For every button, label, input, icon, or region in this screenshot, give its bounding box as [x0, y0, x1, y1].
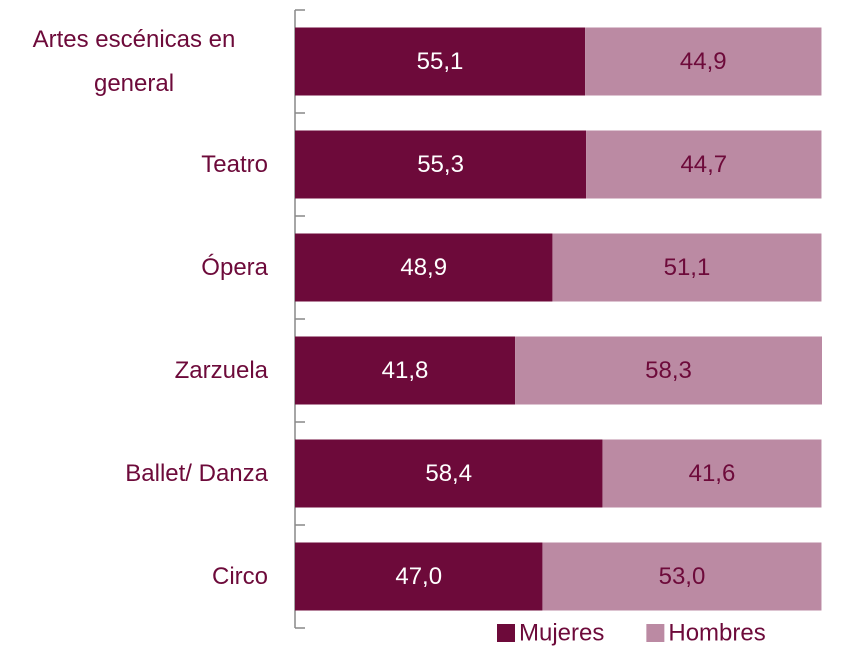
bar-segment: [295, 542, 543, 611]
value-label: 55,3: [417, 151, 464, 178]
category-label: Ballet/ Danza: [125, 459, 268, 487]
value-label: 58,4: [425, 460, 472, 487]
bar-segment: [602, 439, 822, 508]
legend-swatch: [497, 624, 515, 642]
category-label: Ópera: [201, 253, 268, 281]
bar-segment: [552, 233, 822, 302]
bar-segment: [295, 27, 586, 96]
bar-segment: [542, 542, 822, 611]
value-label: 55,1: [417, 48, 464, 75]
category-label: Artes escénicas en general: [32, 25, 236, 97]
category-label: Zarzuela: [174, 356, 268, 384]
bar-segment: [295, 233, 553, 302]
bar-segment: [585, 27, 822, 96]
value-label: 48,9: [400, 254, 447, 281]
value-label: 41,8: [382, 357, 429, 384]
legend-label: Mujeres: [519, 620, 604, 647]
bar-segment: [295, 336, 516, 405]
value-label: 51,1: [664, 254, 711, 281]
value-label: 41,6: [689, 460, 736, 487]
bar-segment: [515, 336, 822, 405]
bar-segment: [295, 439, 603, 508]
bar-segment: [295, 130, 587, 199]
value-label: 47,0: [395, 563, 442, 590]
value-label: 53,0: [659, 563, 706, 590]
value-label: 58,3: [645, 357, 692, 384]
bar-segment: [586, 130, 822, 199]
value-label: 44,9: [680, 48, 727, 75]
value-label: 44,7: [680, 151, 727, 178]
category-label: Circo: [211, 562, 268, 590]
category-label: Teatro: [201, 150, 268, 178]
legend-label: Hombres: [668, 620, 765, 647]
legend-swatch: [646, 624, 665, 642]
